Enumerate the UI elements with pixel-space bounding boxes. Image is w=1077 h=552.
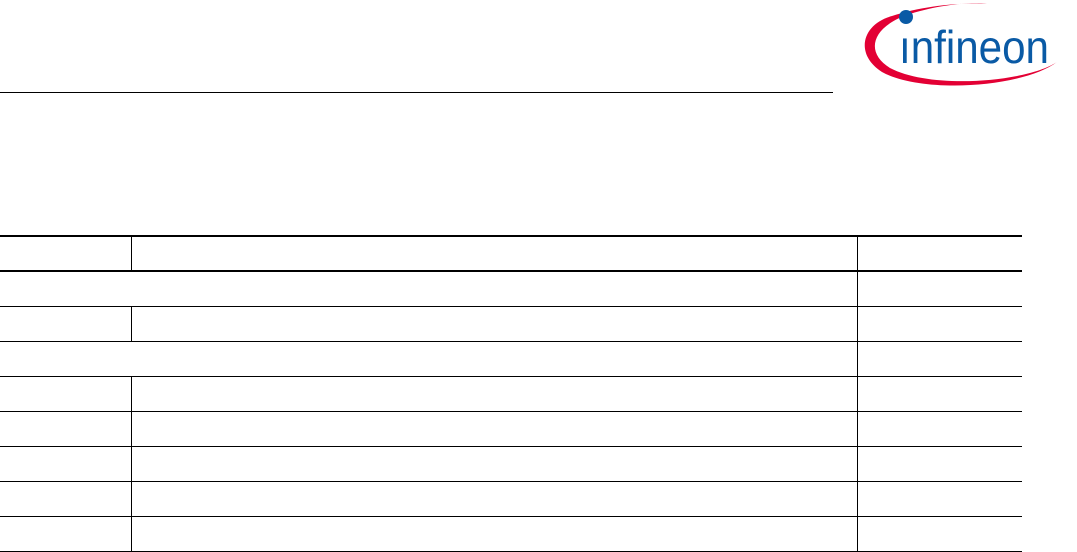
table-cell — [857, 341, 1022, 377]
table-cell — [0, 341, 858, 377]
table-row — [0, 516, 1022, 552]
table-row — [0, 306, 1022, 342]
header-rule — [0, 92, 833, 93]
table-cell — [131, 306, 858, 342]
table-row — [0, 341, 1022, 377]
table-header-row — [0, 235, 1022, 272]
table-cell — [857, 481, 1022, 517]
table-row — [0, 271, 1022, 307]
table-cell — [131, 516, 858, 552]
table-cell — [131, 235, 858, 272]
table-cell — [0, 376, 132, 412]
table-row — [0, 376, 1022, 412]
table-cell — [857, 446, 1022, 482]
table-cell — [0, 306, 132, 342]
table-cell — [857, 376, 1022, 412]
table-cell — [131, 481, 858, 517]
table-row — [0, 481, 1022, 517]
table-cell — [0, 516, 132, 552]
svg-text:ınfineon: ınfineon — [899, 21, 1049, 73]
table-row — [0, 411, 1022, 447]
table-cell — [131, 446, 858, 482]
table-cell — [131, 376, 858, 412]
table-cell — [131, 411, 858, 447]
table-cell — [0, 235, 132, 272]
table-cell — [0, 271, 858, 307]
table-cell — [857, 516, 1022, 552]
table-row — [0, 446, 1022, 482]
table-cell — [857, 411, 1022, 447]
table-cell — [857, 306, 1022, 342]
table-cell — [0, 481, 132, 517]
table-cell — [0, 411, 132, 447]
table-cell — [0, 446, 132, 482]
infineon-logo: ınfineon — [864, 3, 1057, 86]
table-cell — [857, 271, 1022, 307]
table-cell — [857, 235, 1022, 272]
document-table — [0, 235, 1022, 552]
